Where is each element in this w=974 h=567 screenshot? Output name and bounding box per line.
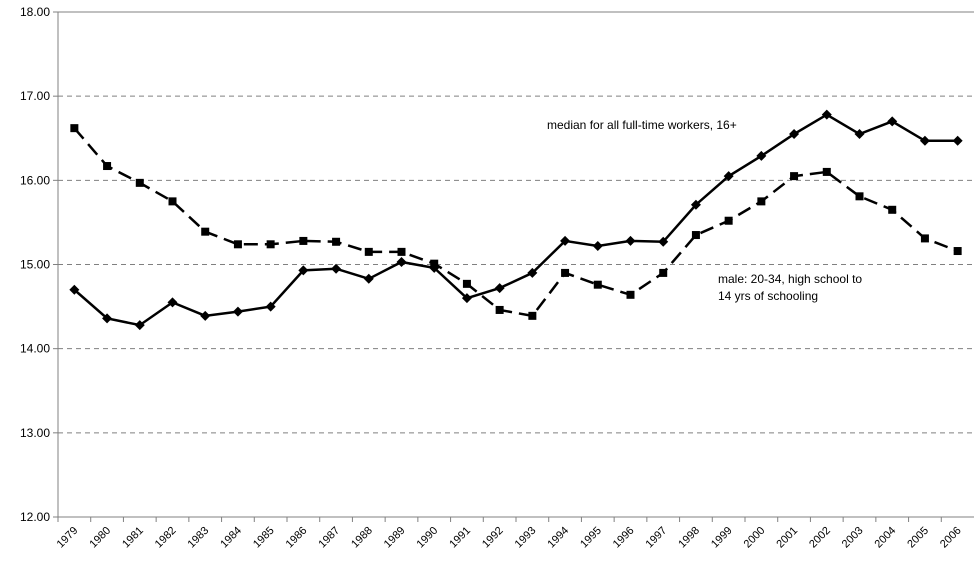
x-tick-label: 2001 bbox=[774, 525, 800, 551]
data-point bbox=[953, 247, 962, 256]
data-point bbox=[855, 192, 864, 201]
data-point bbox=[265, 301, 276, 312]
data-point bbox=[757, 197, 766, 206]
data-point bbox=[134, 320, 145, 331]
data-point bbox=[299, 236, 308, 245]
data-point bbox=[233, 240, 242, 249]
x-tick-label: 1992 bbox=[480, 525, 506, 551]
data-point bbox=[70, 124, 79, 133]
data-point bbox=[593, 280, 602, 289]
data-point bbox=[461, 293, 472, 304]
series-line bbox=[73, 113, 958, 327]
data-point bbox=[888, 205, 897, 214]
data-point bbox=[790, 172, 799, 181]
data-point bbox=[396, 256, 407, 267]
x-tick-label: 1997 bbox=[644, 525, 670, 551]
y-tick-label: 12.00 bbox=[20, 510, 50, 524]
x-tick-label: 1987 bbox=[316, 525, 342, 551]
data-point bbox=[625, 235, 636, 246]
x-tick-label: 1993 bbox=[513, 525, 539, 551]
data-point bbox=[201, 227, 210, 236]
x-tick-label: 1986 bbox=[284, 525, 310, 551]
data-point bbox=[854, 129, 865, 140]
x-tick-label: 1989 bbox=[382, 525, 408, 551]
x-tick-label: 2005 bbox=[905, 525, 931, 551]
data-point bbox=[560, 235, 571, 246]
data-point bbox=[69, 284, 80, 295]
data-point bbox=[397, 247, 406, 256]
y-tick-label: 14.00 bbox=[20, 342, 50, 356]
data-point bbox=[659, 268, 668, 277]
series-line bbox=[73, 127, 959, 318]
data-point bbox=[724, 216, 733, 225]
data-point bbox=[821, 109, 832, 120]
data-point bbox=[200, 310, 211, 321]
x-tick-label: 1980 bbox=[87, 525, 113, 551]
data-point bbox=[723, 171, 734, 182]
x-tick-label: 2004 bbox=[873, 525, 899, 551]
data-point bbox=[462, 279, 471, 288]
x-tick-label: 2000 bbox=[742, 525, 768, 551]
x-tick-label: 1991 bbox=[447, 525, 473, 551]
y-tick-label: 15.00 bbox=[20, 258, 50, 272]
data-point bbox=[430, 259, 439, 268]
data-point bbox=[756, 150, 767, 161]
data-point bbox=[103, 162, 112, 171]
data-point bbox=[691, 231, 700, 240]
x-tick-label: 1979 bbox=[55, 525, 81, 551]
data-point bbox=[102, 313, 113, 324]
data-point bbox=[592, 240, 603, 251]
annotation: 14 yrs of schooling bbox=[718, 289, 818, 303]
y-tick-label: 17.00 bbox=[20, 89, 50, 103]
data-point bbox=[495, 305, 504, 314]
x-tick-label: 1999 bbox=[709, 525, 735, 551]
x-tick-label: 1982 bbox=[153, 525, 179, 551]
data-point bbox=[168, 197, 177, 206]
data-point bbox=[952, 135, 963, 146]
x-tick-label: 1990 bbox=[415, 525, 441, 551]
data-point bbox=[919, 135, 930, 146]
x-tick-label: 1995 bbox=[578, 525, 604, 551]
data-point bbox=[789, 129, 800, 140]
data-point bbox=[167, 297, 178, 308]
data-point bbox=[364, 247, 373, 256]
x-tick-label: 1998 bbox=[676, 525, 702, 551]
y-tick-label: 13.00 bbox=[20, 426, 50, 440]
x-tick-label: 1981 bbox=[120, 525, 146, 551]
x-tick-label: 2003 bbox=[840, 525, 866, 551]
x-tick-label: 2002 bbox=[807, 525, 833, 551]
data-point bbox=[232, 306, 243, 317]
data-point bbox=[298, 265, 309, 276]
data-point bbox=[887, 116, 898, 127]
data-point bbox=[135, 178, 144, 187]
data-point bbox=[690, 199, 701, 210]
annotation: median for all full-time workers, 16+ bbox=[547, 118, 737, 132]
x-tick-label: 1985 bbox=[251, 525, 277, 551]
x-tick-label: 1983 bbox=[186, 525, 212, 551]
data-point bbox=[626, 290, 635, 299]
data-point bbox=[494, 283, 505, 294]
x-tick-label: 1984 bbox=[218, 525, 244, 551]
data-point bbox=[266, 240, 275, 249]
data-point bbox=[920, 234, 929, 243]
data-point bbox=[331, 263, 342, 274]
x-tick-label: 1988 bbox=[349, 525, 375, 551]
data-point bbox=[822, 167, 831, 176]
y-tick-label: 18.00 bbox=[20, 5, 50, 19]
data-point bbox=[658, 236, 669, 247]
y-tick-label: 16.00 bbox=[20, 173, 50, 187]
x-tick-label: 1994 bbox=[545, 525, 571, 551]
data-point bbox=[528, 311, 537, 320]
data-point bbox=[527, 267, 538, 278]
annotation: male: 20-34, high school to bbox=[718, 272, 862, 286]
x-tick-label: 1996 bbox=[611, 525, 637, 551]
data-point bbox=[363, 273, 374, 284]
data-point bbox=[561, 268, 570, 277]
data-point bbox=[332, 237, 341, 246]
x-tick-label: 2006 bbox=[938, 525, 964, 551]
